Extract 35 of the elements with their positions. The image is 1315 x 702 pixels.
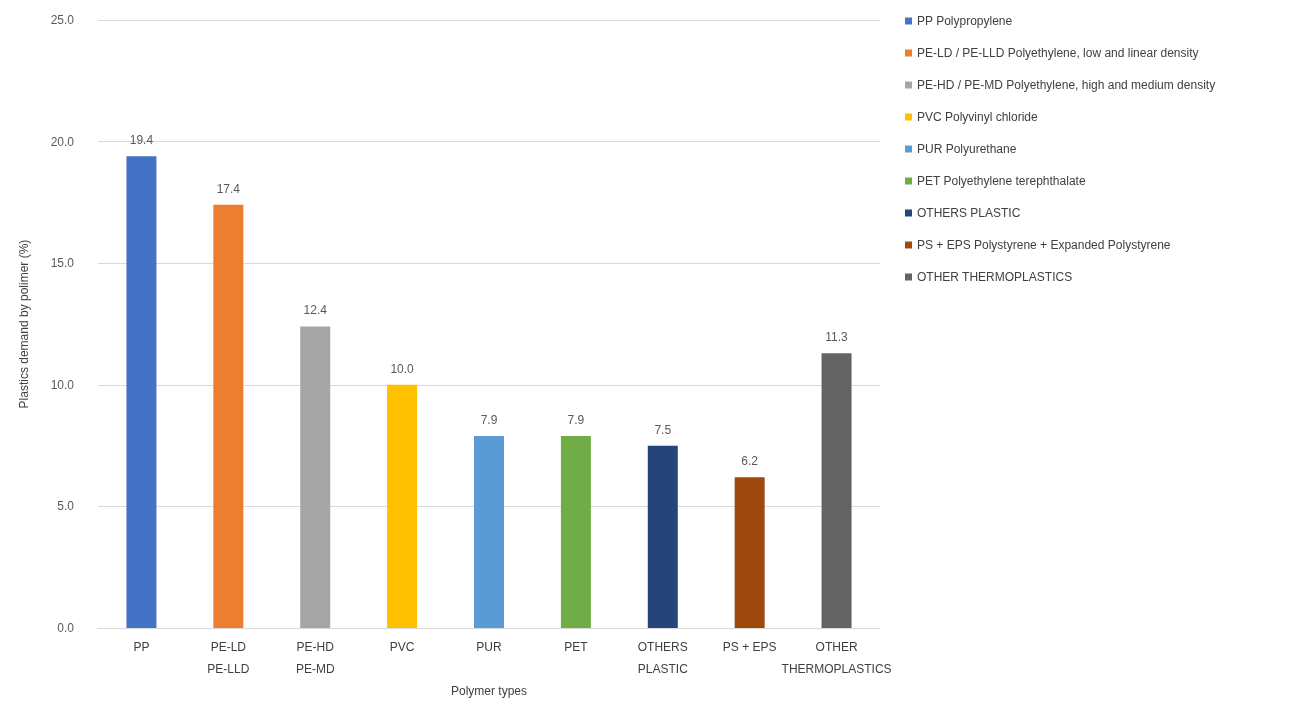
x-tick-label: PP xyxy=(133,640,150,655)
y-tick-label: 20.0 xyxy=(50,134,75,149)
data-label: 10.0 xyxy=(390,361,415,376)
y-axis-title: Plastics demand by polimer (%) xyxy=(17,239,31,409)
x-tick-label: PE-LD PE-LLD xyxy=(207,640,250,677)
y-tick-label: 5.0 xyxy=(57,499,75,514)
x-tick-label: PVC xyxy=(389,640,415,655)
data-label: 6.2 xyxy=(741,454,759,469)
legend-label: PUR Polyurethane xyxy=(917,142,1017,156)
y-tick-label: 0.0 xyxy=(57,621,75,636)
legend-label: OTHER THERMOPLASTICS xyxy=(917,270,1073,284)
legend-label: PE-HD / PE-MD Polyethylene, high and medium density xyxy=(917,78,1216,92)
legend-label: PVC Polyvinyl chloride xyxy=(917,110,1039,124)
legend-label: PE-LD / PE-LLD Polyethylene, low and linear density xyxy=(917,46,1199,60)
legend-label: PET Polyethylene terephthalate xyxy=(917,174,1086,188)
data-label: 17.4 xyxy=(216,181,241,196)
data-label: 7.9 xyxy=(480,412,498,427)
x-axis-title: Polymer types xyxy=(450,684,528,698)
legend-label: OTHERS PLASTIC xyxy=(917,206,1021,220)
data-label: 12.4 xyxy=(303,303,328,318)
x-tick-label: PE-HD PE-MD xyxy=(295,640,335,677)
data-label: 7.9 xyxy=(567,412,585,427)
y-tick-label: 25.0 xyxy=(50,13,75,27)
data-label: 11.3 xyxy=(825,330,849,345)
x-tick-label: PS + EPS xyxy=(722,640,777,655)
legend-label: PS + EPS Polystyrene + Expanded Polystyrene xyxy=(917,238,1171,252)
legend-label: PP Polypropylene xyxy=(917,14,1013,28)
data-label: 19.4 xyxy=(129,133,154,148)
x-tick-label: PET xyxy=(564,640,589,655)
y-tick-label: 15.0 xyxy=(50,256,75,271)
x-tick-label: PUR xyxy=(476,640,502,655)
x-tick-label: OTHER THERMOPLASTICS xyxy=(781,640,892,677)
x-tick-label: OTHERS PLASTIC xyxy=(637,640,689,677)
data-label: 7.5 xyxy=(654,422,672,437)
y-tick-label: 10.0 xyxy=(50,377,75,392)
